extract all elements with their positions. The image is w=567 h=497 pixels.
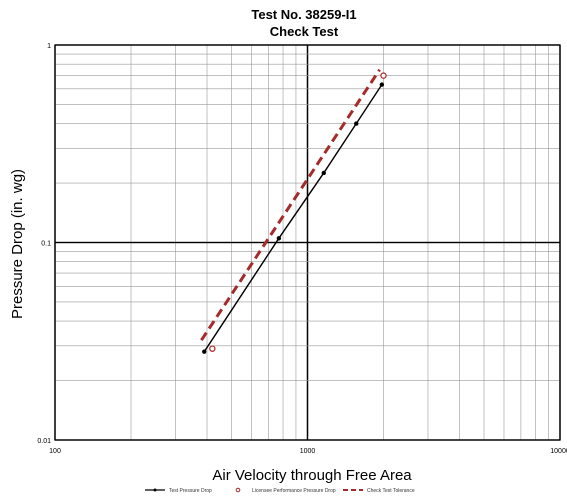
x-tick-label: 100 [49,448,61,455]
legend-label: Test Pressure Drop [169,488,212,494]
legend-item: Check Test Tolerance [343,488,415,494]
x-tick-label: 1000 [300,448,316,455]
data-point [321,170,326,176]
series-test-pressure-drop [202,82,385,354]
legend-label: Licensee Performance Pressure Drop [252,488,336,494]
data-point [209,345,216,352]
chart-subtitle: Check Test [270,24,339,39]
legend-marker [235,487,241,493]
y-tick-label: 0.01 [37,438,51,445]
series-check-test-tolerance [200,68,381,342]
series-layer [200,68,387,354]
grid [54,44,561,441]
y-tick-label: 1 [47,43,51,50]
legend-item: Test Pressure Drop [145,488,212,494]
data-point [276,236,282,241]
data-point [202,349,207,354]
legend-marker [153,488,157,492]
data-point [380,72,387,79]
legend-item: Licensee Performance Pressure Drop [235,487,336,494]
plot-frame [54,44,561,441]
y-axis-label: Pressure Drop (in. wg) [9,169,26,319]
series-line [200,68,381,342]
data-point [379,82,385,87]
legend: Test Pressure Drop Licensee Performance P… [145,487,415,494]
x-axis-label: Air Velocity through Free Area [212,467,412,484]
series-licensee-performance-pressure-drop [209,72,387,352]
data-point [354,121,359,126]
y-tick-label: 0.1 [41,241,51,248]
legend-label: Check Test Tolerance [367,488,415,494]
chart-title: Test No. 38259-I1 [251,7,356,22]
